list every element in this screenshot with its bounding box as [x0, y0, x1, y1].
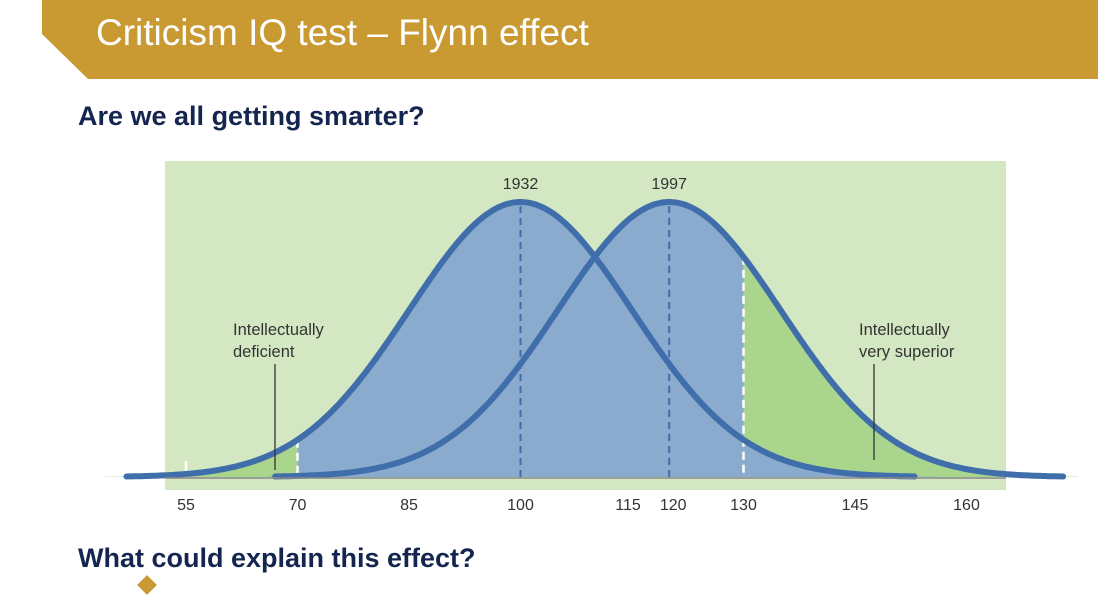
x-tick-label-55: 55: [177, 497, 195, 514]
curve-line-1932: [123, 199, 918, 480]
tail-area-very-superior: [743, 256, 1078, 477]
x-tick-label-160: 160: [953, 497, 980, 514]
slide-title: Criticism IQ test – Flynn effect: [96, 12, 589, 53]
x-tick-label-85: 85: [400, 497, 418, 514]
annotation-deficient-line1: Intellectually: [233, 321, 325, 339]
series-label-1932: 1932: [503, 176, 539, 193]
question-heading: Are we all getting smarter?: [78, 101, 425, 131]
x-tick-label-120: 120: [660, 497, 687, 514]
x-tick-label-70: 70: [289, 497, 307, 514]
curve-line-1997: [272, 199, 1067, 480]
x-tick-label-130: 130: [730, 497, 757, 514]
x-tick-label-145: 145: [842, 497, 869, 514]
x-axis-tick-labels: 55 70 85 100 115 120 130 145 160: [177, 497, 980, 514]
explanation-heading: What could explain this effect?: [78, 543, 476, 573]
annotation-deficient-line2: deficient: [233, 343, 295, 361]
curve-area-1997: [267, 202, 744, 477]
series-label-1997: 1997: [651, 176, 687, 193]
x-tick-label-115: 115: [615, 497, 641, 514]
x-tick-label-100: 100: [507, 497, 534, 514]
title-bar: [42, 0, 1098, 79]
annotation-superior-line1: Intellectually: [859, 321, 951, 339]
annotation-superior-line2: very superior: [859, 343, 955, 361]
tail-area-deficient: [104, 439, 298, 477]
